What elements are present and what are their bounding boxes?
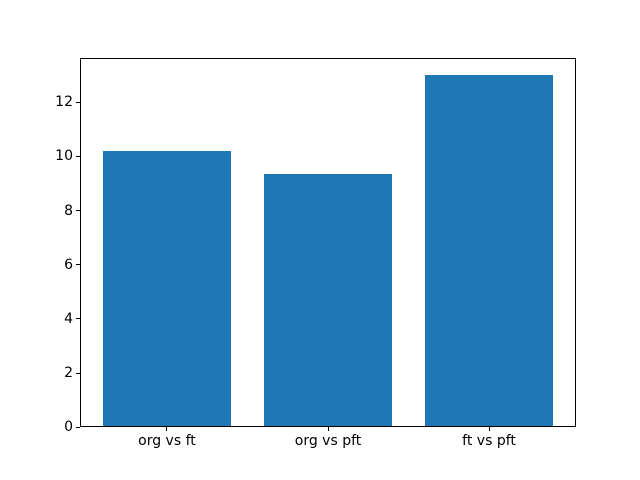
- x-tick-label: org vs ft: [138, 433, 196, 450]
- plot-area: [80, 57, 576, 428]
- y-tick-label: 10: [55, 148, 73, 165]
- bar-org-vs-ft: [102, 151, 232, 428]
- x-tick-label: org vs pft: [294, 433, 362, 450]
- y-tick-mark: [76, 264, 80, 266]
- y-tick-mark: [76, 426, 80, 428]
- y-tick-label: 12: [55, 94, 73, 111]
- x-tick-mark: [327, 427, 329, 432]
- y-tick-mark: [76, 372, 80, 374]
- y-tick-label: 4: [64, 310, 73, 327]
- y-tick-mark: [76, 155, 80, 157]
- x-tick-mark: [166, 427, 168, 432]
- y-tick-label: 6: [64, 256, 73, 273]
- x-tick-label: ft vs pft: [462, 433, 516, 450]
- x-tick-mark: [488, 427, 490, 432]
- y-tick-mark: [76, 318, 80, 320]
- y-tick-mark: [76, 101, 80, 103]
- y-tick-mark: [76, 210, 80, 212]
- y-tick-label: 8: [64, 202, 73, 219]
- bar-org-vs-pft: [263, 174, 393, 428]
- bar-ft-vs-pft: [424, 75, 554, 428]
- y-tick-label: 2: [64, 365, 73, 382]
- y-tick-label: 0: [64, 419, 73, 436]
